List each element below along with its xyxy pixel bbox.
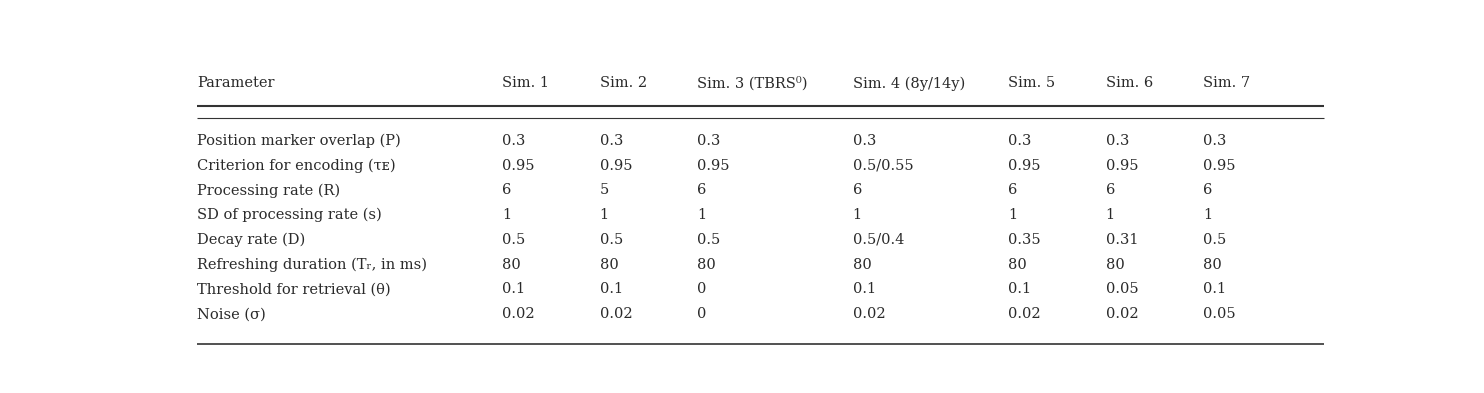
Text: 1: 1 (1204, 208, 1212, 222)
Text: 0.35: 0.35 (1008, 233, 1040, 247)
Text: 6: 6 (1204, 184, 1212, 197)
Text: 0.05: 0.05 (1204, 307, 1236, 321)
Text: 0.1: 0.1 (1008, 283, 1031, 296)
Text: 6: 6 (502, 184, 510, 197)
Text: 1: 1 (853, 208, 862, 222)
Text: Criterion for encoding (τᴇ): Criterion for encoding (τᴇ) (197, 158, 396, 173)
Text: 80: 80 (1106, 258, 1125, 272)
Text: 6: 6 (1008, 184, 1017, 197)
Text: 0.95: 0.95 (697, 159, 730, 173)
Text: 0.3: 0.3 (600, 134, 623, 148)
Text: 80: 80 (697, 258, 717, 272)
Text: 0.1: 0.1 (600, 283, 623, 296)
Text: Processing rate (R): Processing rate (R) (197, 183, 340, 198)
Text: 0.3: 0.3 (1106, 134, 1129, 148)
Text: 0.5/0.4: 0.5/0.4 (853, 233, 904, 247)
Text: 0.95: 0.95 (1008, 159, 1040, 173)
Text: 80: 80 (1008, 258, 1027, 272)
Text: 0.95: 0.95 (600, 159, 632, 173)
Text: SD of processing rate (s): SD of processing rate (s) (197, 208, 381, 222)
Text: Sim. 7: Sim. 7 (1204, 77, 1251, 90)
Text: 0: 0 (697, 307, 706, 321)
Text: Sim. 2: Sim. 2 (600, 77, 647, 90)
Text: Noise (σ): Noise (σ) (197, 307, 266, 321)
Text: 0.95: 0.95 (1106, 159, 1138, 173)
Text: 0.02: 0.02 (853, 307, 884, 321)
Text: 0.02: 0.02 (600, 307, 632, 321)
Text: Sim. 6: Sim. 6 (1106, 77, 1153, 90)
Text: 1: 1 (1008, 208, 1017, 222)
Text: 0.95: 0.95 (1204, 159, 1236, 173)
Text: 0.3: 0.3 (1008, 134, 1031, 148)
Text: 0.5: 0.5 (1204, 233, 1227, 247)
Text: Sim. 5: Sim. 5 (1008, 77, 1055, 90)
Text: 80: 80 (600, 258, 619, 272)
Text: 0.02: 0.02 (1106, 307, 1138, 321)
Text: 5: 5 (600, 184, 608, 197)
Text: Threshold for retrieval (θ): Threshold for retrieval (θ) (197, 283, 390, 296)
Text: 0.31: 0.31 (1106, 233, 1138, 247)
Text: 0.3: 0.3 (1204, 134, 1227, 148)
Text: 0.3: 0.3 (853, 134, 876, 148)
Text: 0.02: 0.02 (1008, 307, 1040, 321)
Text: 0.1: 0.1 (853, 283, 876, 296)
Text: 0.05: 0.05 (1106, 283, 1138, 296)
Text: 6: 6 (697, 184, 706, 197)
Text: 6: 6 (1106, 184, 1114, 197)
Text: 1: 1 (1106, 208, 1114, 222)
Text: Parameter: Parameter (197, 77, 275, 90)
Text: Sim. 4 (8y/14y): Sim. 4 (8y/14y) (853, 76, 965, 91)
Text: 1: 1 (502, 208, 510, 222)
Text: 1: 1 (600, 208, 608, 222)
Text: 80: 80 (853, 258, 871, 272)
Text: 1: 1 (697, 208, 706, 222)
Text: 80: 80 (502, 258, 521, 272)
Text: 0.5/0.55: 0.5/0.55 (853, 159, 913, 173)
Text: 80: 80 (1204, 258, 1223, 272)
Text: 0.5: 0.5 (600, 233, 623, 247)
Text: Refreshing duration (Tᵣ, in ms): Refreshing duration (Tᵣ, in ms) (197, 257, 427, 272)
Text: Decay rate (D): Decay rate (D) (197, 233, 306, 247)
Text: 6: 6 (853, 184, 862, 197)
Text: 0.3: 0.3 (502, 134, 525, 148)
Text: 0.5: 0.5 (502, 233, 525, 247)
Text: Sim. 3 (TBRS⁰): Sim. 3 (TBRS⁰) (697, 76, 807, 91)
Text: Position marker overlap (P): Position marker overlap (P) (197, 134, 401, 148)
Text: 0.1: 0.1 (1204, 283, 1226, 296)
Text: 0.3: 0.3 (697, 134, 721, 148)
Text: 0: 0 (697, 283, 706, 296)
Text: 0.02: 0.02 (502, 307, 534, 321)
Text: 0.1: 0.1 (502, 283, 525, 296)
Text: Sim. 1: Sim. 1 (502, 77, 549, 90)
Text: 0.95: 0.95 (502, 159, 534, 173)
Text: 0.5: 0.5 (697, 233, 721, 247)
